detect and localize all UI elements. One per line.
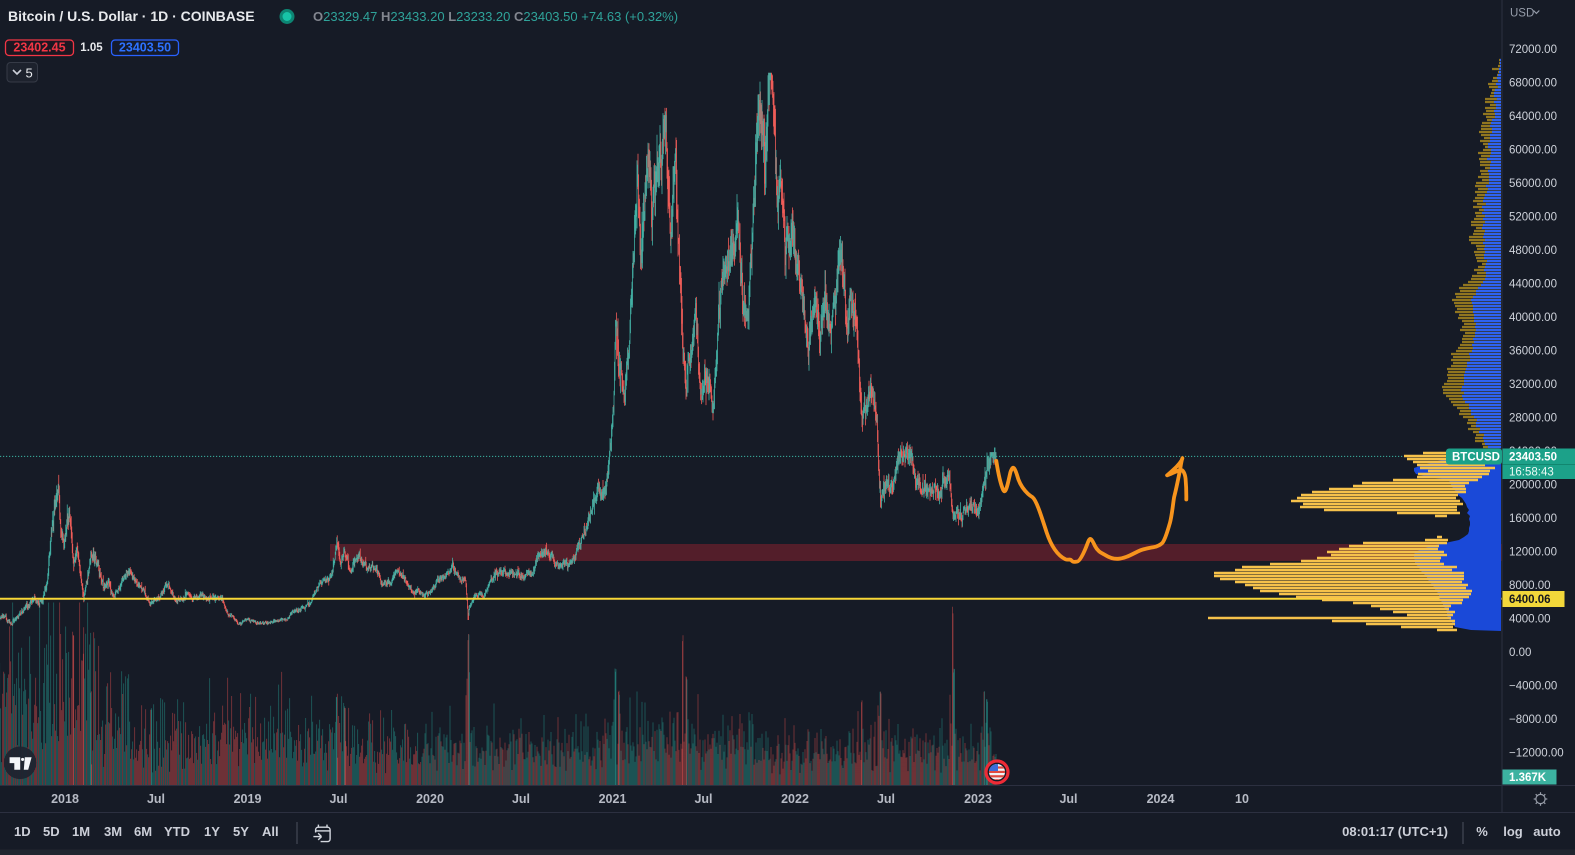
svg-text:−8000.00: −8000.00 <box>1509 714 1557 726</box>
svg-text:Jul: Jul <box>147 792 165 806</box>
svg-text:20000.00: 20000.00 <box>1509 480 1557 492</box>
svg-text:6400.06: 6400.06 <box>1509 594 1551 606</box>
svg-text:10: 10 <box>1235 792 1249 806</box>
svg-text:40000.00: 40000.00 <box>1509 312 1557 324</box>
svg-text:YTD: YTD <box>164 824 190 839</box>
svg-text:Jul: Jul <box>877 792 895 806</box>
svg-text:BTCUSD: BTCUSD <box>1452 452 1500 464</box>
svg-text:28000.00: 28000.00 <box>1509 413 1557 425</box>
svg-text:0.00: 0.00 <box>1509 647 1531 659</box>
svg-text:12000.00: 12000.00 <box>1509 547 1557 559</box>
svg-text:auto: auto <box>1533 824 1561 839</box>
svg-text:Jul: Jul <box>694 792 712 806</box>
svg-text:64000.00: 64000.00 <box>1509 111 1557 123</box>
svg-text:5D: 5D <box>43 824 60 839</box>
svg-text:3M: 3M <box>104 824 122 839</box>
svg-text:Jul: Jul <box>512 792 530 806</box>
svg-text:2022: 2022 <box>781 792 809 806</box>
svg-text:23403.50: 23403.50 <box>119 41 171 55</box>
svg-text:1.05: 1.05 <box>80 42 103 54</box>
svg-text:8000.00: 8000.00 <box>1509 580 1551 592</box>
svg-text:5Y: 5Y <box>233 824 249 839</box>
svg-text:2018: 2018 <box>51 792 79 806</box>
svg-text:Bitcoin / U.S. Dollar · 1D · C: Bitcoin / U.S. Dollar · 1D · COINBASE <box>8 8 255 24</box>
svg-text:2024: 2024 <box>1147 792 1175 806</box>
svg-text:−12000.00: −12000.00 <box>1509 748 1564 760</box>
svg-text:5: 5 <box>26 66 33 81</box>
svg-text:16000.00: 16000.00 <box>1509 513 1557 525</box>
svg-text:1M: 1M <box>72 824 90 839</box>
svg-text:44000.00: 44000.00 <box>1509 279 1557 291</box>
svg-text:48000.00: 48000.00 <box>1509 245 1557 257</box>
svg-text:23402.45: 23402.45 <box>13 41 65 55</box>
svg-text:36000.00: 36000.00 <box>1509 346 1557 358</box>
svg-text:USD: USD <box>1510 8 1534 20</box>
svg-text:Jul: Jul <box>1059 792 1077 806</box>
svg-text:56000.00: 56000.00 <box>1509 178 1557 190</box>
svg-text:All: All <box>262 824 279 839</box>
svg-text:%: % <box>1476 824 1488 839</box>
svg-text:32000.00: 32000.00 <box>1509 379 1557 391</box>
svg-text:2019: 2019 <box>234 792 262 806</box>
svg-text:4000.00: 4000.00 <box>1509 614 1551 626</box>
svg-text:68000.00: 68000.00 <box>1509 78 1557 90</box>
svg-text:log: log <box>1503 824 1523 839</box>
svg-text:23403.50: 23403.50 <box>1509 452 1557 464</box>
svg-text:−4000.00: −4000.00 <box>1509 681 1557 693</box>
svg-text:72000.00: 72000.00 <box>1509 44 1557 56</box>
svg-text:1.367K: 1.367K <box>1509 772 1547 784</box>
svg-text:O23329.47 H23433.20 L23233.20: O23329.47 H23433.20 L23233.20 C23403.50 … <box>313 9 678 24</box>
svg-text:Jul: Jul <box>329 792 347 806</box>
svg-text:1Y: 1Y <box>204 824 220 839</box>
svg-text:08:01:17 (UTC+1): 08:01:17 (UTC+1) <box>1342 824 1448 839</box>
svg-text:1D: 1D <box>14 824 31 839</box>
svg-text:52000.00: 52000.00 <box>1509 212 1557 224</box>
svg-text:60000.00: 60000.00 <box>1509 145 1557 157</box>
svg-text:2023: 2023 <box>964 792 992 806</box>
svg-text:2021: 2021 <box>599 792 627 806</box>
svg-text:2020: 2020 <box>416 792 444 806</box>
svg-text:16:58:43: 16:58:43 <box>1509 467 1554 479</box>
svg-text:6M: 6M <box>134 824 152 839</box>
